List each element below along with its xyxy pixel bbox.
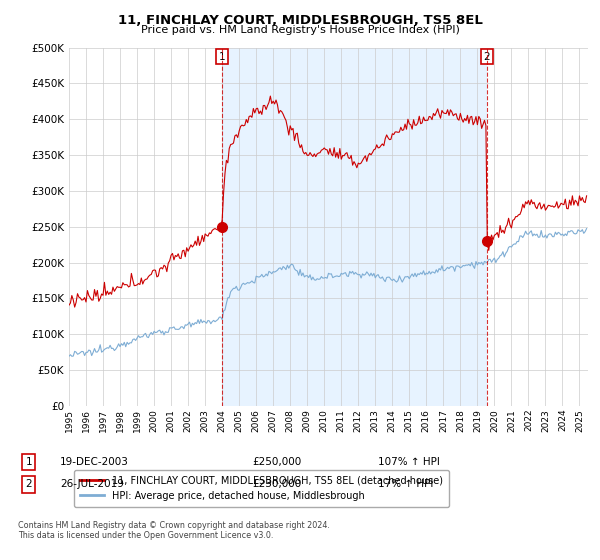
Text: 1: 1: [25, 457, 32, 467]
Legend: 11, FINCHLAY COURT, MIDDLESBROUGH, TS5 8EL (detached house), HPI: Average price,: 11, FINCHLAY COURT, MIDDLESBROUGH, TS5 8…: [74, 470, 449, 507]
Text: 1: 1: [218, 52, 225, 62]
Text: 11, FINCHLAY COURT, MIDDLESBROUGH, TS5 8EL: 11, FINCHLAY COURT, MIDDLESBROUGH, TS5 8…: [118, 14, 482, 27]
Text: Price paid vs. HM Land Registry's House Price Index (HPI): Price paid vs. HM Land Registry's House …: [140, 25, 460, 35]
Text: £250,000: £250,000: [252, 457, 301, 467]
Text: 107% ↑ HPI: 107% ↑ HPI: [378, 457, 440, 467]
Text: 2: 2: [484, 52, 490, 62]
Text: 17% ↑ HPI: 17% ↑ HPI: [378, 479, 433, 489]
Text: 2: 2: [25, 479, 32, 489]
Text: 26-JUL-2019: 26-JUL-2019: [60, 479, 124, 489]
Text: 19-DEC-2003: 19-DEC-2003: [60, 457, 129, 467]
Text: £230,000: £230,000: [252, 479, 301, 489]
Bar: [221, 48, 487, 406]
Text: Contains HM Land Registry data © Crown copyright and database right 2024.
This d: Contains HM Land Registry data © Crown c…: [18, 521, 330, 540]
